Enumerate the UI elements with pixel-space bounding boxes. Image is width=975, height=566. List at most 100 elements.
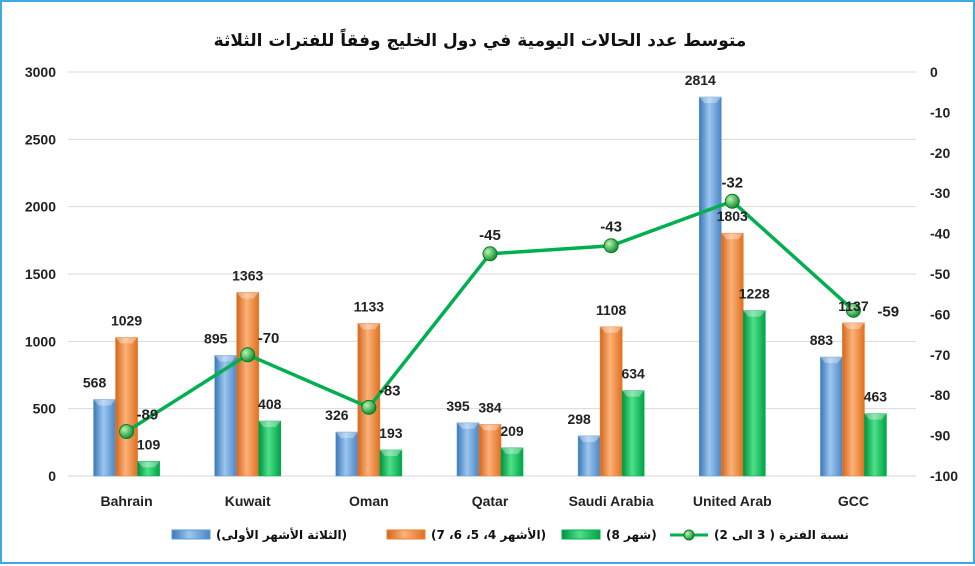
data-label: 1363 [232,267,263,283]
x-tick-label: Oman [349,493,389,509]
line-marker [724,193,740,209]
bar-2 [258,420,282,477]
bar-1 [720,232,744,477]
y2-tick-label: -80 [930,387,950,403]
y-tick-label: 3000 [25,64,56,80]
data-label: 634 [621,366,645,382]
data-label: 1108 [596,302,627,318]
bar-1 [478,423,502,477]
line-marker [845,302,861,318]
bar-1 [115,337,138,477]
line-data-label: -45 [479,227,501,244]
bar-bevel [214,355,237,362]
bar-1 [599,326,623,477]
bar-bevel [258,421,281,428]
x-tick-label: United Arab [693,493,772,509]
bar-bevel [93,399,116,406]
bar-1 [357,323,381,477]
line-data-label: -32 [721,174,743,191]
bar-bevel [578,435,601,442]
data-label: 568 [83,375,107,391]
data-label: 463 [864,389,888,405]
y2-tick-label: 0 [930,64,938,80]
data-label: 298 [567,411,591,427]
line-marker [119,424,135,440]
x-tick-label: Kuwait [225,493,271,509]
bar-bevel [721,233,744,240]
y-tick-label: 0 [48,468,56,484]
bar-bevel [864,413,887,420]
y2-tick-label: -10 [930,104,950,120]
bar-bevel [115,337,138,344]
y2-tick-label: -40 [930,226,950,242]
data-label: 895 [204,330,228,346]
y2-tick-label: -50 [930,266,950,282]
legend-marker [683,529,695,541]
bar-bevel [820,357,843,364]
data-label: 109 [137,436,161,452]
legend-label: (الأشهر 4، 5، 6، 7) [431,527,546,542]
data-label: 1228 [739,286,770,302]
data-label: 1029 [111,312,142,328]
data-label: 408 [258,396,282,412]
data-label: 193 [379,425,403,441]
bar-2 [864,413,887,477]
line-marker [361,399,377,415]
bar-bevel [335,432,358,439]
data-label: 209 [500,423,524,439]
bar-bevel [501,447,523,454]
legend-label: نسبة الفترة ( 3 الى 2) [714,528,849,542]
bar-2 [379,449,403,477]
x-tick-label: Qatar [472,493,509,509]
legend-swatch [561,529,601,540]
chart-title: متوسط عدد الحالات اليومية في دول الخليج … [214,27,747,51]
data-label: 395 [446,398,470,414]
legend-label: (الثلاثة الأشهر الأولى) [216,527,347,543]
y2-tick-label: -90 [930,428,950,444]
data-label: 1803 [717,208,748,224]
y2-tick-label: -60 [930,306,950,322]
bar-1 [842,322,865,477]
line-data-label: -89 [137,407,159,424]
bar-0 [335,431,359,477]
data-label: 2814 [685,72,716,88]
bar-bevel [236,292,259,299]
bar-bevel [479,424,501,431]
bar-2 [621,390,645,477]
bar-2 [742,310,766,477]
bar-1 [236,292,260,477]
bar-0 [456,422,480,477]
bar-bevel [842,322,865,329]
line-data-label: -59 [877,303,899,320]
data-label: 384 [478,399,502,415]
bar-bevel [357,323,380,330]
line-data-label: -70 [258,330,280,347]
y2-tick-label: -30 [930,185,950,201]
y-tick-label: 2000 [25,199,56,215]
x-tick-label: GCC [838,493,869,509]
bar-bevel [457,422,479,429]
y-tick-label: 500 [33,401,57,417]
legend-swatch [386,529,426,540]
bar-0 [93,399,116,477]
line-data-label: -43 [600,219,622,236]
bar-0 [820,356,843,477]
y-tick-label: 2500 [25,131,56,147]
x-tick-label: Saudi Arabia [569,493,654,509]
bar-2 [137,461,160,477]
y-tick-label: 1500 [25,266,56,282]
bar-bevel [600,326,623,333]
bar-0 [698,96,722,477]
bar-bevel [137,461,160,468]
line-marker [482,246,498,262]
data-label: 1137 [838,298,869,314]
y2-tick-label: -100 [930,468,958,484]
y-tick-label: 1000 [25,333,56,349]
bar-2 [500,447,524,477]
legend-swatch [171,529,211,540]
y2-tick-label: -70 [930,347,950,363]
bar-bevel [622,390,645,397]
data-label: 883 [810,332,834,348]
